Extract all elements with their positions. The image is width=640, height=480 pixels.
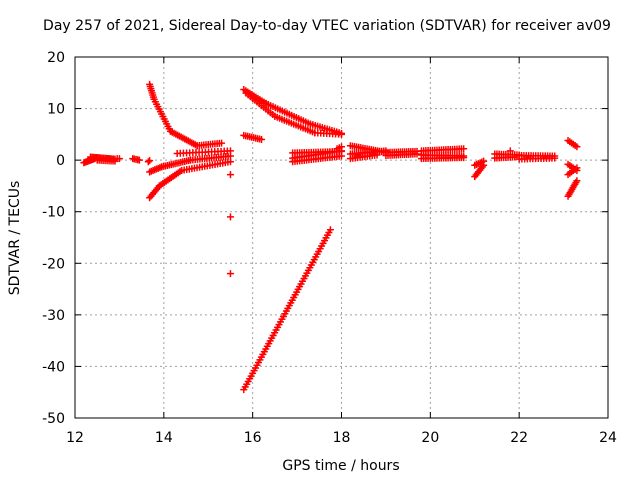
x-tick-label: 24 — [599, 430, 617, 446]
data-point — [480, 157, 488, 165]
data-point — [338, 130, 345, 138]
data-point — [373, 151, 381, 159]
x-tick-label: 20 — [421, 430, 439, 446]
data-point — [144, 158, 152, 166]
x-tick-label: 18 — [333, 430, 351, 446]
data-point — [506, 147, 514, 155]
x-tick-label: 12 — [66, 430, 84, 446]
x-tick-label: 16 — [244, 430, 262, 446]
x-tick-label: 14 — [155, 430, 173, 446]
y-tick-label: 10 — [47, 102, 65, 118]
data-point — [226, 147, 234, 155]
y-tick-label: -40 — [42, 359, 65, 375]
data-point — [573, 143, 581, 151]
y-axis-label: SDTVAR / TECUs — [7, 181, 23, 296]
data-point — [326, 226, 334, 234]
x-tick-label: 22 — [510, 430, 528, 446]
chart-title: Day 257 of 2021, Sidereal Day-to-day VTE… — [43, 18, 611, 34]
data-point — [226, 213, 234, 221]
y-tick-label: -10 — [42, 205, 65, 221]
data-point — [338, 143, 345, 151]
data-point — [551, 154, 559, 162]
data-point — [135, 156, 143, 164]
x-axis-label: GPS time / hours — [282, 458, 399, 474]
data-points — [80, 80, 581, 394]
y-tick-label: -50 — [42, 411, 65, 427]
data-point — [573, 177, 581, 185]
y-tick-label: 0 — [56, 153, 65, 169]
grid-lines — [75, 57, 608, 418]
data-point — [218, 139, 226, 147]
data-point — [338, 152, 345, 160]
data-point — [460, 145, 468, 153]
y-tick-label: -30 — [42, 308, 65, 324]
data-point — [460, 154, 468, 162]
data-point — [115, 155, 123, 163]
data-point — [226, 270, 234, 278]
data-point — [226, 171, 234, 179]
data-point — [226, 158, 234, 166]
plot-frame — [74, 56, 609, 419]
y-tick-label: -20 — [42, 256, 65, 272]
data-point — [511, 153, 519, 161]
x-tick-labels: 12 14 16 18 20 22 24 — [66, 430, 617, 446]
data-point — [573, 164, 581, 172]
data-point — [258, 136, 266, 144]
data-point — [146, 157, 154, 165]
data-point — [413, 150, 421, 158]
y-tick-labels: -50 -40 -30 -20 -10 0 10 20 — [42, 50, 65, 427]
y-tick-label: 20 — [47, 50, 65, 66]
